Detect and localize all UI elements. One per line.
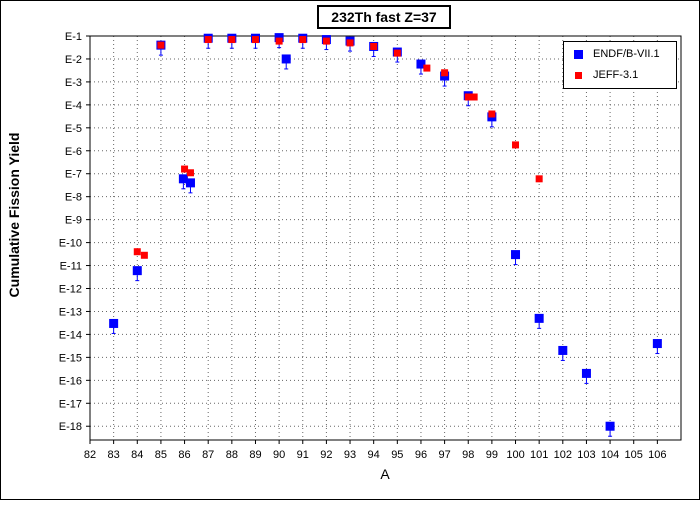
- data-point: [186, 169, 194, 177]
- x-tick-label: 99: [486, 449, 498, 461]
- data-point: [605, 421, 615, 431]
- x-tick-label: 95: [391, 449, 403, 461]
- x-tick-label: 98: [462, 449, 474, 461]
- y-tick-label: E-8: [65, 192, 82, 204]
- data-point: [157, 41, 165, 49]
- data-point: [441, 69, 449, 77]
- data-point: [181, 165, 189, 173]
- x-tick-label: 100: [506, 449, 524, 461]
- legend: ENDF/B-VII.1 JEFF-3.1: [563, 41, 677, 89]
- y-tick-label: E-12: [59, 284, 82, 296]
- data-series: [109, 33, 662, 437]
- data-point: [423, 64, 431, 72]
- data-point: [346, 39, 354, 47]
- series-1: [133, 36, 543, 259]
- data-point: [535, 175, 543, 183]
- x-tick-label: 102: [554, 449, 572, 461]
- legend-item-endf: ENDF/B-VII.1: [574, 48, 660, 60]
- x-tick-label: 97: [438, 449, 450, 461]
- x-tick-label: 82: [84, 449, 96, 461]
- data-point: [488, 110, 496, 118]
- y-tick-label: E-10: [59, 238, 82, 250]
- data-point: [185, 178, 195, 188]
- x-tick-label: 96: [415, 449, 427, 461]
- y-tick-label: E-6: [65, 146, 82, 158]
- data-point: [132, 266, 142, 276]
- data-point: [281, 54, 291, 64]
- legend-label-jeff: JEFF-3.1: [593, 69, 639, 81]
- data-point: [178, 174, 188, 184]
- x-tick-label: 94: [368, 449, 380, 461]
- data-point: [251, 36, 259, 44]
- data-point: [558, 345, 568, 355]
- x-tick-label: 93: [344, 449, 356, 461]
- data-point: [512, 141, 520, 149]
- data-point: [299, 36, 307, 44]
- x-tick-label: 89: [249, 449, 261, 461]
- x-tick-label: 92: [320, 449, 332, 461]
- y-tick-label: E-16: [59, 375, 82, 387]
- x-tick-label: 88: [226, 449, 238, 461]
- y-tick-label: E-9: [65, 215, 82, 227]
- plot-area: [89, 35, 682, 441]
- x-tick-label: 90: [273, 449, 285, 461]
- y-tick-label: E-5: [65, 123, 82, 135]
- x-tick-label: 91: [297, 449, 309, 461]
- y-tick-label: E-1: [65, 31, 82, 43]
- data-point: [464, 93, 472, 101]
- x-tick-label: 106: [648, 449, 666, 461]
- x-tick-label: 86: [178, 449, 190, 461]
- data-point: [109, 318, 119, 328]
- legend-label-endf: ENDF/B-VII.1: [593, 48, 660, 60]
- y-tick-label: E-2: [65, 54, 82, 66]
- y-axis-ticks: E-1 E-2 E-3 E-4 E-5 E-6 E-7 E-8 E-9 E-10 E-11 E-12 E…: [59, 31, 90, 433]
- data-point: [393, 49, 401, 57]
- y-tick-label: E-13: [59, 306, 82, 318]
- legend-swatch-endf: [574, 49, 583, 59]
- x-tick-label: 83: [108, 449, 120, 461]
- data-point: [228, 36, 236, 44]
- legend-item-jeff: JEFF-3.1: [574, 69, 638, 81]
- y-tick-label: E-11: [60, 261, 82, 273]
- data-point: [511, 250, 521, 260]
- data-point: [133, 248, 141, 256]
- x-tick-label: 85: [155, 449, 167, 461]
- data-point: [652, 339, 662, 349]
- y-tick-label: E-7: [65, 169, 82, 181]
- data-point: [470, 93, 478, 101]
- legend-swatch-jeff: [575, 71, 582, 79]
- data-point: [416, 59, 426, 69]
- x-axis-ticks: 82 83 84 85 86 87 88 89 90 91 92 93 94 95 96 97 98 99 100 1…: [84, 440, 667, 461]
- y-tick-label: E-17: [59, 398, 82, 410]
- y-tick-label: E-18: [59, 421, 82, 433]
- y-tick-label: E-3: [65, 77, 82, 89]
- x-tick-label: 103: [577, 449, 595, 461]
- y-tick-label: E-4: [65, 100, 82, 112]
- x-axis-label: A: [380, 466, 390, 482]
- chart-title: 232Th fast Z=37: [317, 5, 451, 29]
- data-point: [322, 37, 330, 45]
- x-tick-label: 101: [530, 449, 548, 461]
- data-point: [204, 36, 212, 44]
- data-point: [370, 42, 378, 50]
- data-point: [140, 251, 148, 259]
- data-point: [275, 37, 283, 45]
- data-point: [534, 313, 544, 323]
- x-tick-label: 105: [625, 449, 643, 461]
- x-tick-label: 104: [601, 449, 619, 461]
- y-axis-label: Cumulative Fission Yield: [6, 132, 22, 298]
- data-point: [581, 368, 591, 378]
- y-tick-label: E-14: [59, 329, 82, 341]
- x-tick-label: 87: [202, 449, 214, 461]
- y-tick-label: E-15: [59, 352, 82, 364]
- x-tick-label: 84: [131, 449, 143, 461]
